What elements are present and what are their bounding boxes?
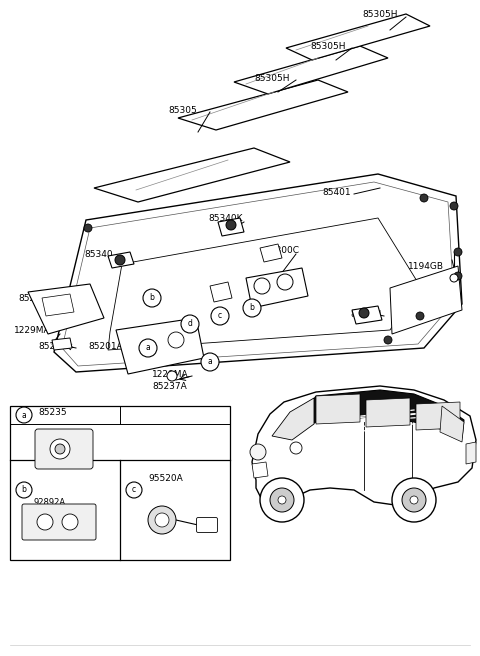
FancyBboxPatch shape bbox=[22, 504, 96, 540]
Circle shape bbox=[84, 224, 92, 232]
Circle shape bbox=[226, 220, 236, 230]
Text: 85305H: 85305H bbox=[362, 10, 397, 19]
Circle shape bbox=[277, 274, 293, 290]
Polygon shape bbox=[42, 294, 74, 316]
Polygon shape bbox=[178, 80, 348, 130]
Polygon shape bbox=[252, 462, 268, 478]
Text: 1229MA: 1229MA bbox=[152, 370, 189, 379]
Text: 1194GB: 1194GB bbox=[408, 262, 444, 271]
Circle shape bbox=[420, 194, 428, 202]
Text: 92892A: 92892A bbox=[34, 498, 66, 507]
Circle shape bbox=[384, 336, 392, 344]
Polygon shape bbox=[260, 244, 282, 262]
Circle shape bbox=[16, 482, 32, 498]
Circle shape bbox=[16, 407, 32, 423]
Polygon shape bbox=[210, 282, 232, 302]
Circle shape bbox=[450, 202, 458, 210]
Text: 85201A: 85201A bbox=[88, 342, 123, 351]
Polygon shape bbox=[234, 46, 388, 94]
Text: b: b bbox=[22, 485, 26, 495]
Polygon shape bbox=[116, 318, 204, 374]
Circle shape bbox=[290, 442, 302, 454]
Circle shape bbox=[254, 278, 270, 294]
FancyBboxPatch shape bbox=[197, 518, 217, 533]
Text: 85305: 85305 bbox=[168, 106, 197, 115]
Polygon shape bbox=[390, 266, 462, 334]
Text: b: b bbox=[250, 304, 254, 312]
Circle shape bbox=[392, 478, 436, 522]
Text: 85305H: 85305H bbox=[310, 42, 346, 51]
Text: 85202A: 85202A bbox=[18, 294, 53, 303]
Polygon shape bbox=[252, 386, 476, 506]
Polygon shape bbox=[108, 252, 134, 268]
Polygon shape bbox=[416, 402, 460, 430]
Text: a: a bbox=[208, 358, 212, 367]
Text: b: b bbox=[150, 293, 155, 302]
Polygon shape bbox=[94, 148, 290, 202]
Circle shape bbox=[115, 255, 125, 265]
Text: 91800C: 91800C bbox=[264, 246, 299, 255]
Text: 85305H: 85305H bbox=[254, 74, 289, 83]
Bar bbox=[10, 406, 230, 560]
Circle shape bbox=[143, 289, 161, 307]
Circle shape bbox=[62, 514, 78, 530]
Polygon shape bbox=[28, 284, 104, 334]
Text: 85340: 85340 bbox=[84, 250, 113, 259]
Text: 95520A: 95520A bbox=[148, 474, 183, 483]
Circle shape bbox=[270, 488, 294, 512]
Text: d: d bbox=[188, 319, 192, 329]
Circle shape bbox=[55, 444, 65, 454]
Text: a: a bbox=[145, 344, 150, 352]
Circle shape bbox=[50, 439, 70, 459]
Circle shape bbox=[260, 478, 304, 522]
Polygon shape bbox=[290, 390, 464, 438]
Polygon shape bbox=[316, 394, 360, 424]
Polygon shape bbox=[272, 398, 314, 440]
Text: 85340J: 85340J bbox=[350, 310, 381, 319]
Text: 85340K: 85340K bbox=[208, 214, 242, 223]
Circle shape bbox=[126, 482, 142, 498]
Polygon shape bbox=[286, 14, 430, 60]
Polygon shape bbox=[352, 306, 382, 324]
Text: c: c bbox=[132, 485, 136, 495]
Text: 85235: 85235 bbox=[38, 408, 67, 417]
Circle shape bbox=[454, 272, 462, 280]
Circle shape bbox=[181, 315, 199, 333]
Polygon shape bbox=[52, 338, 72, 350]
Polygon shape bbox=[440, 406, 464, 442]
Circle shape bbox=[139, 339, 157, 357]
Circle shape bbox=[201, 353, 219, 371]
Circle shape bbox=[278, 496, 286, 504]
Circle shape bbox=[402, 488, 426, 512]
Circle shape bbox=[416, 312, 424, 320]
FancyBboxPatch shape bbox=[35, 429, 93, 469]
Text: a: a bbox=[22, 411, 26, 419]
Circle shape bbox=[211, 307, 229, 325]
Text: 92891A: 92891A bbox=[34, 510, 66, 519]
Polygon shape bbox=[366, 398, 410, 427]
Circle shape bbox=[454, 248, 462, 256]
Circle shape bbox=[167, 371, 177, 381]
Text: 85401: 85401 bbox=[322, 188, 350, 197]
Polygon shape bbox=[108, 218, 420, 350]
Circle shape bbox=[410, 496, 418, 504]
Text: 1229MA: 1229MA bbox=[14, 326, 50, 335]
Polygon shape bbox=[218, 218, 244, 236]
Polygon shape bbox=[466, 442, 476, 464]
Text: 85237A: 85237A bbox=[152, 382, 187, 391]
Circle shape bbox=[243, 299, 261, 317]
Circle shape bbox=[37, 514, 53, 530]
Polygon shape bbox=[246, 268, 308, 308]
Polygon shape bbox=[54, 174, 462, 372]
Circle shape bbox=[148, 506, 176, 534]
Circle shape bbox=[155, 513, 169, 527]
Text: c: c bbox=[218, 312, 222, 321]
Circle shape bbox=[250, 444, 266, 460]
Circle shape bbox=[450, 274, 458, 282]
Circle shape bbox=[168, 332, 184, 348]
Text: 85238: 85238 bbox=[38, 342, 67, 351]
Circle shape bbox=[359, 308, 369, 318]
